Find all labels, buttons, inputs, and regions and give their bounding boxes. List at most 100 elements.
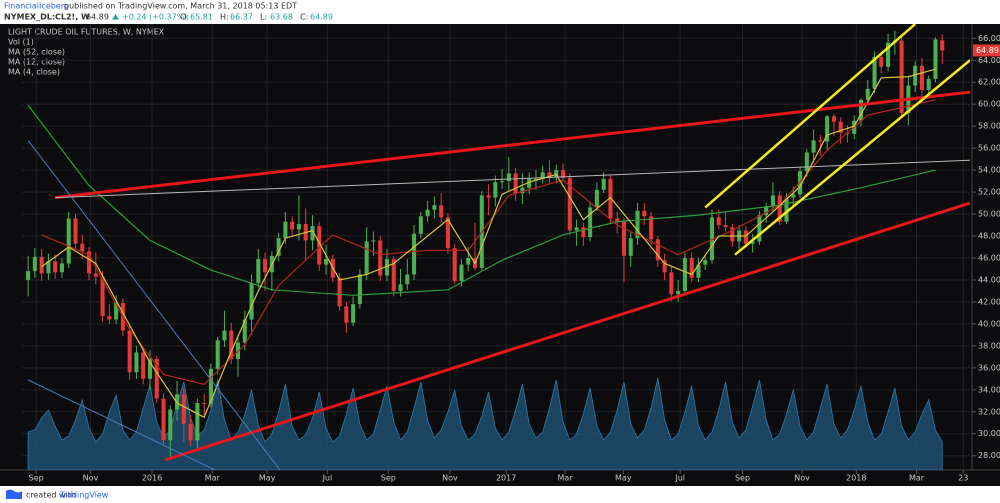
candle-body bbox=[547, 172, 552, 177]
candle-body bbox=[66, 218, 71, 264]
x-tick-label: Sep bbox=[29, 474, 44, 483]
candle-body bbox=[73, 218, 78, 244]
change: +0.24 (+0.37%) bbox=[122, 13, 187, 22]
y-tick-label: 34.00 bbox=[978, 385, 1000, 394]
footer-brand[interactable]: TradingView bbox=[59, 491, 109, 500]
price-tag bbox=[973, 44, 1000, 57]
candle-body bbox=[290, 221, 295, 230]
candle-body bbox=[412, 233, 417, 275]
price-tag-label: 64.89 bbox=[976, 46, 999, 55]
ohlc-value: 66.37 bbox=[230, 13, 253, 22]
candle-body bbox=[676, 290, 681, 295]
publisher[interactable]: FinancialIceberg bbox=[4, 2, 69, 11]
candle-body bbox=[26, 271, 31, 280]
candle-body bbox=[533, 178, 538, 180]
candle-body bbox=[147, 359, 153, 379]
y-tick-label: 58.00 bbox=[978, 122, 1000, 131]
candle-body bbox=[202, 402, 207, 405]
y-tick-label: 46.00 bbox=[978, 253, 1000, 262]
trend-line bbox=[704, 24, 916, 209]
candle-body bbox=[919, 65, 924, 90]
candle-body bbox=[357, 274, 362, 305]
candle-body bbox=[466, 257, 471, 265]
legend-entry: Vol (1) bbox=[8, 38, 34, 47]
candle-body bbox=[642, 210, 647, 217]
y-tick-label: 38.00 bbox=[978, 341, 1000, 350]
candle-body bbox=[635, 210, 640, 239]
candle-body bbox=[222, 330, 227, 341]
candle-body bbox=[256, 259, 261, 284]
candle-body bbox=[865, 88, 870, 100]
x-tick-label: Jul bbox=[322, 474, 333, 483]
candle-body bbox=[107, 316, 112, 320]
candle-body bbox=[594, 189, 599, 208]
candle-body bbox=[398, 284, 403, 291]
candle-body bbox=[391, 259, 396, 291]
y-tick-label: 42.00 bbox=[978, 297, 1000, 306]
x-tick-label: Sep bbox=[735, 474, 750, 483]
y-tick-label: 56.00 bbox=[978, 144, 1000, 153]
candle-body bbox=[554, 170, 559, 177]
x-tick-label: Nov bbox=[442, 474, 458, 483]
candle-body bbox=[682, 257, 687, 291]
candle-body bbox=[567, 177, 572, 231]
candle-body bbox=[662, 260, 667, 273]
candle-body bbox=[649, 216, 654, 240]
candle-body bbox=[296, 223, 301, 230]
candle-body bbox=[283, 221, 288, 239]
moving-average bbox=[41, 99, 936, 385]
legend-entry: MA (4, close) bbox=[8, 68, 60, 77]
candle-body bbox=[913, 65, 918, 86]
plot-background bbox=[0, 24, 1000, 486]
candle-body bbox=[154, 359, 159, 399]
candle-body bbox=[804, 152, 809, 172]
candle-body bbox=[215, 340, 220, 369]
trend-line bbox=[27, 379, 216, 470]
ohlc-value: 64.89 bbox=[310, 13, 333, 22]
candle-body bbox=[811, 140, 816, 153]
candle-body bbox=[371, 240, 376, 242]
candle-body bbox=[263, 259, 268, 273]
plot-area bbox=[22, 24, 970, 470]
candle-body bbox=[818, 140, 823, 142]
chart-title: LIGHT CRUDE OIL FUTURES, W, NYMEX bbox=[8, 28, 165, 37]
candle-body bbox=[703, 260, 708, 265]
candle-body bbox=[276, 238, 281, 256]
candle-body bbox=[791, 194, 796, 198]
candle-body bbox=[418, 216, 423, 234]
ohlc-label: L: bbox=[260, 13, 267, 22]
candle-body bbox=[588, 207, 593, 238]
candle-body bbox=[459, 264, 464, 282]
candle-body bbox=[195, 402, 200, 441]
y-tick-label: 50.00 bbox=[978, 210, 1000, 219]
candle-body bbox=[80, 243, 85, 252]
ohlc-label: O: bbox=[180, 13, 189, 22]
candle-body bbox=[655, 239, 660, 261]
candle-body bbox=[784, 197, 789, 222]
last-price: 64.89 bbox=[86, 13, 109, 22]
y-tick-label: 52.00 bbox=[978, 188, 1000, 197]
x-tick-label: May bbox=[259, 474, 276, 483]
candle-body bbox=[825, 116, 830, 142]
x-tick-label: 2017 bbox=[496, 474, 516, 483]
x-tick-label: Jul bbox=[674, 474, 685, 483]
ohlc-label: H: bbox=[220, 13, 229, 22]
trend-line bbox=[27, 140, 281, 470]
x-tick-label: Mar bbox=[558, 474, 574, 483]
x-tick-label: Nov bbox=[83, 474, 99, 483]
trend-line bbox=[734, 59, 970, 256]
candle-body bbox=[520, 187, 525, 194]
candle-body bbox=[628, 238, 633, 256]
candle-body bbox=[161, 398, 166, 441]
candle-body bbox=[689, 257, 694, 278]
candle-body bbox=[405, 274, 410, 285]
candle-body bbox=[127, 330, 132, 373]
candle-body bbox=[770, 195, 775, 207]
candle-body bbox=[141, 352, 146, 379]
candle-body bbox=[46, 261, 51, 274]
candle-body bbox=[798, 171, 803, 195]
moving-average bbox=[27, 104, 936, 296]
candle-body bbox=[886, 42, 891, 67]
candle-body bbox=[32, 256, 37, 272]
